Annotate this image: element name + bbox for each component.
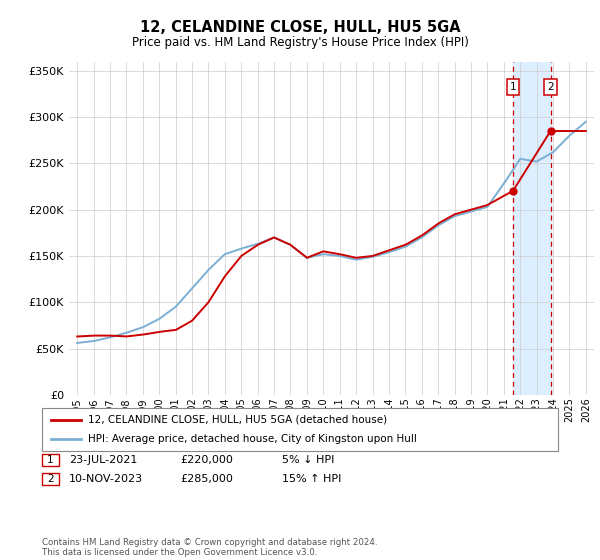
Text: 10-NOV-2023: 10-NOV-2023	[69, 474, 143, 484]
Text: HPI: Average price, detached house, City of Kingston upon Hull: HPI: Average price, detached house, City…	[88, 434, 417, 444]
Text: 2: 2	[47, 474, 54, 484]
Text: £220,000: £220,000	[180, 455, 233, 465]
Text: Price paid vs. HM Land Registry's House Price Index (HPI): Price paid vs. HM Land Registry's House …	[131, 36, 469, 49]
Text: £285,000: £285,000	[180, 474, 233, 484]
Text: 12, CELANDINE CLOSE, HULL, HU5 5GA (detached house): 12, CELANDINE CLOSE, HULL, HU5 5GA (deta…	[88, 415, 388, 424]
Text: 2: 2	[547, 82, 554, 92]
Text: Contains HM Land Registry data © Crown copyright and database right 2024.
This d: Contains HM Land Registry data © Crown c…	[42, 538, 377, 557]
Text: 1: 1	[509, 82, 516, 92]
Bar	[513, 62, 551, 395]
Text: 12, CELANDINE CLOSE, HULL, HU5 5GA: 12, CELANDINE CLOSE, HULL, HU5 5GA	[140, 20, 460, 35]
Text: 1: 1	[47, 455, 54, 465]
Text: 23-JUL-2021: 23-JUL-2021	[69, 455, 137, 465]
Text: 5% ↓ HPI: 5% ↓ HPI	[282, 455, 334, 465]
Text: 15% ↑ HPI: 15% ↑ HPI	[282, 474, 341, 484]
